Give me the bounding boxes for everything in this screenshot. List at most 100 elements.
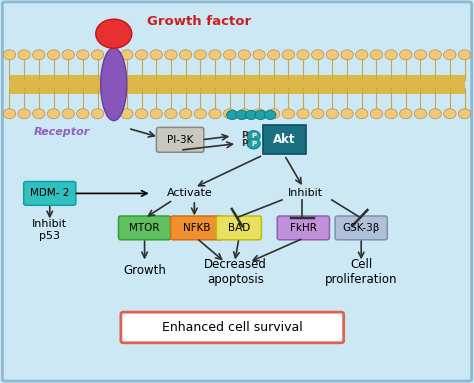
Circle shape: [180, 50, 192, 60]
Circle shape: [136, 50, 148, 60]
Circle shape: [62, 50, 74, 60]
FancyBboxPatch shape: [335, 216, 387, 240]
Text: MDM- 2: MDM- 2: [30, 188, 70, 198]
Circle shape: [385, 109, 397, 119]
Circle shape: [47, 50, 60, 60]
Circle shape: [165, 50, 177, 60]
Circle shape: [18, 109, 30, 119]
Circle shape: [238, 50, 250, 60]
Circle shape: [106, 109, 118, 119]
Circle shape: [121, 50, 133, 60]
Circle shape: [264, 110, 276, 119]
Text: P: P: [251, 133, 256, 139]
Text: Cell
proliferation: Cell proliferation: [325, 258, 397, 286]
FancyBboxPatch shape: [277, 216, 329, 240]
Circle shape: [400, 50, 412, 60]
Circle shape: [326, 109, 338, 119]
Circle shape: [458, 109, 471, 119]
Text: FkHR: FkHR: [290, 223, 317, 233]
Text: Growth: Growth: [123, 264, 166, 277]
Circle shape: [62, 109, 74, 119]
Text: Enhanced cell survival: Enhanced cell survival: [162, 321, 302, 334]
Circle shape: [282, 109, 294, 119]
Circle shape: [136, 109, 148, 119]
Circle shape: [341, 50, 353, 60]
Circle shape: [444, 50, 456, 60]
Circle shape: [370, 50, 383, 60]
Text: P: P: [241, 131, 248, 141]
Circle shape: [458, 50, 471, 60]
Circle shape: [194, 109, 207, 119]
Circle shape: [165, 109, 177, 119]
Text: NFKB: NFKB: [183, 223, 210, 233]
Circle shape: [253, 50, 265, 60]
Bar: [9, 75, 465, 94]
Circle shape: [414, 50, 427, 60]
Circle shape: [33, 109, 45, 119]
Circle shape: [247, 131, 260, 141]
Circle shape: [341, 109, 353, 119]
Circle shape: [247, 138, 260, 149]
FancyBboxPatch shape: [121, 312, 344, 343]
Circle shape: [121, 109, 133, 119]
Circle shape: [444, 109, 456, 119]
Circle shape: [414, 109, 427, 119]
Circle shape: [253, 109, 265, 119]
Circle shape: [77, 50, 89, 60]
Circle shape: [150, 50, 163, 60]
Circle shape: [227, 110, 238, 119]
Circle shape: [255, 110, 266, 119]
Text: Inhibit
p53: Inhibit p53: [32, 219, 67, 241]
Circle shape: [267, 109, 280, 119]
Circle shape: [224, 50, 236, 60]
Circle shape: [311, 109, 324, 119]
Text: Decreased
apoptosis: Decreased apoptosis: [204, 258, 267, 286]
Circle shape: [429, 50, 441, 60]
Circle shape: [18, 50, 30, 60]
FancyBboxPatch shape: [216, 216, 262, 240]
Circle shape: [209, 50, 221, 60]
Circle shape: [246, 110, 257, 119]
Circle shape: [238, 109, 250, 119]
Circle shape: [96, 19, 132, 48]
FancyBboxPatch shape: [118, 216, 171, 240]
Circle shape: [311, 50, 324, 60]
FancyBboxPatch shape: [171, 216, 223, 240]
Circle shape: [297, 50, 309, 60]
Circle shape: [150, 109, 163, 119]
Ellipse shape: [100, 48, 127, 121]
Text: GSK-3β: GSK-3β: [343, 223, 380, 233]
Text: Receptor: Receptor: [34, 127, 90, 137]
Circle shape: [267, 50, 280, 60]
Circle shape: [33, 50, 45, 60]
Circle shape: [356, 50, 368, 60]
Circle shape: [297, 109, 309, 119]
Circle shape: [180, 109, 192, 119]
Text: Inhibit: Inhibit: [288, 188, 323, 198]
FancyBboxPatch shape: [24, 182, 76, 205]
Circle shape: [3, 109, 16, 119]
FancyBboxPatch shape: [156, 127, 204, 152]
Text: PI-3K: PI-3K: [167, 135, 193, 145]
Circle shape: [356, 109, 368, 119]
Circle shape: [400, 109, 412, 119]
Circle shape: [385, 50, 397, 60]
Text: Activate: Activate: [167, 188, 212, 198]
Circle shape: [47, 109, 60, 119]
Text: P: P: [241, 139, 248, 148]
Circle shape: [77, 109, 89, 119]
Circle shape: [106, 50, 118, 60]
Text: MTOR: MTOR: [129, 223, 160, 233]
Text: BAD: BAD: [228, 223, 250, 233]
Text: Growth factor: Growth factor: [147, 15, 251, 28]
Text: P: P: [251, 141, 256, 147]
Circle shape: [224, 109, 236, 119]
Circle shape: [209, 109, 221, 119]
Circle shape: [3, 50, 16, 60]
Circle shape: [91, 109, 104, 119]
FancyBboxPatch shape: [263, 125, 306, 154]
Circle shape: [282, 50, 294, 60]
Circle shape: [370, 109, 383, 119]
Circle shape: [194, 50, 207, 60]
Circle shape: [91, 50, 104, 60]
